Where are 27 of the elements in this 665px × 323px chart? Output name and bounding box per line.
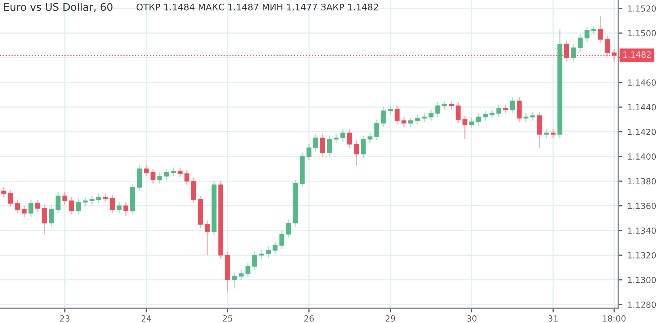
- x-tick-label: 31: [548, 316, 558, 322]
- x-tick-label: 29: [386, 316, 396, 322]
- y-tick-label: 1.1500: [628, 30, 656, 37]
- x-tick-label: 18:00: [603, 316, 626, 322]
- y-tick-label: 1.1440: [628, 104, 656, 111]
- y-tick-label: 1.1280: [628, 302, 656, 308]
- candlestick: [259, 250, 264, 260]
- y-tick-label: 1.1300: [628, 277, 656, 284]
- y-tick-label: 1.1520: [628, 6, 656, 12]
- y-tick-label: 1.1320: [628, 252, 656, 259]
- x-tick-label: 26: [304, 316, 314, 322]
- chart-title: Euro vs US Dollar, 60: [4, 3, 113, 12]
- y-tick-label: 1.1340: [628, 228, 656, 234]
- candlestick: [524, 112, 529, 123]
- x-tick-label: 24: [142, 316, 152, 322]
- candlestick: [90, 196, 95, 206]
- y-tick-label: 1.1360: [628, 203, 656, 210]
- chart-subtitle: ОТКР 1.1484 МАКС 1.1487 МИН 1.1477 ЗАКР 1.1482: [136, 4, 378, 11]
- y-tick-label: 1.1460: [628, 80, 656, 86]
- candlestick: [103, 193, 108, 203]
- y-tick-label: 1.1420: [628, 129, 656, 136]
- y-tick-label: 1.1400: [628, 154, 656, 160]
- x-tick-label: 25: [223, 316, 232, 322]
- x-tick-label: 23: [60, 316, 70, 322]
- ref-line-label: 1.1482: [624, 52, 651, 58]
- x-tick-label: 30: [467, 316, 477, 322]
- y-tick-label: 1.1380: [628, 178, 656, 185]
